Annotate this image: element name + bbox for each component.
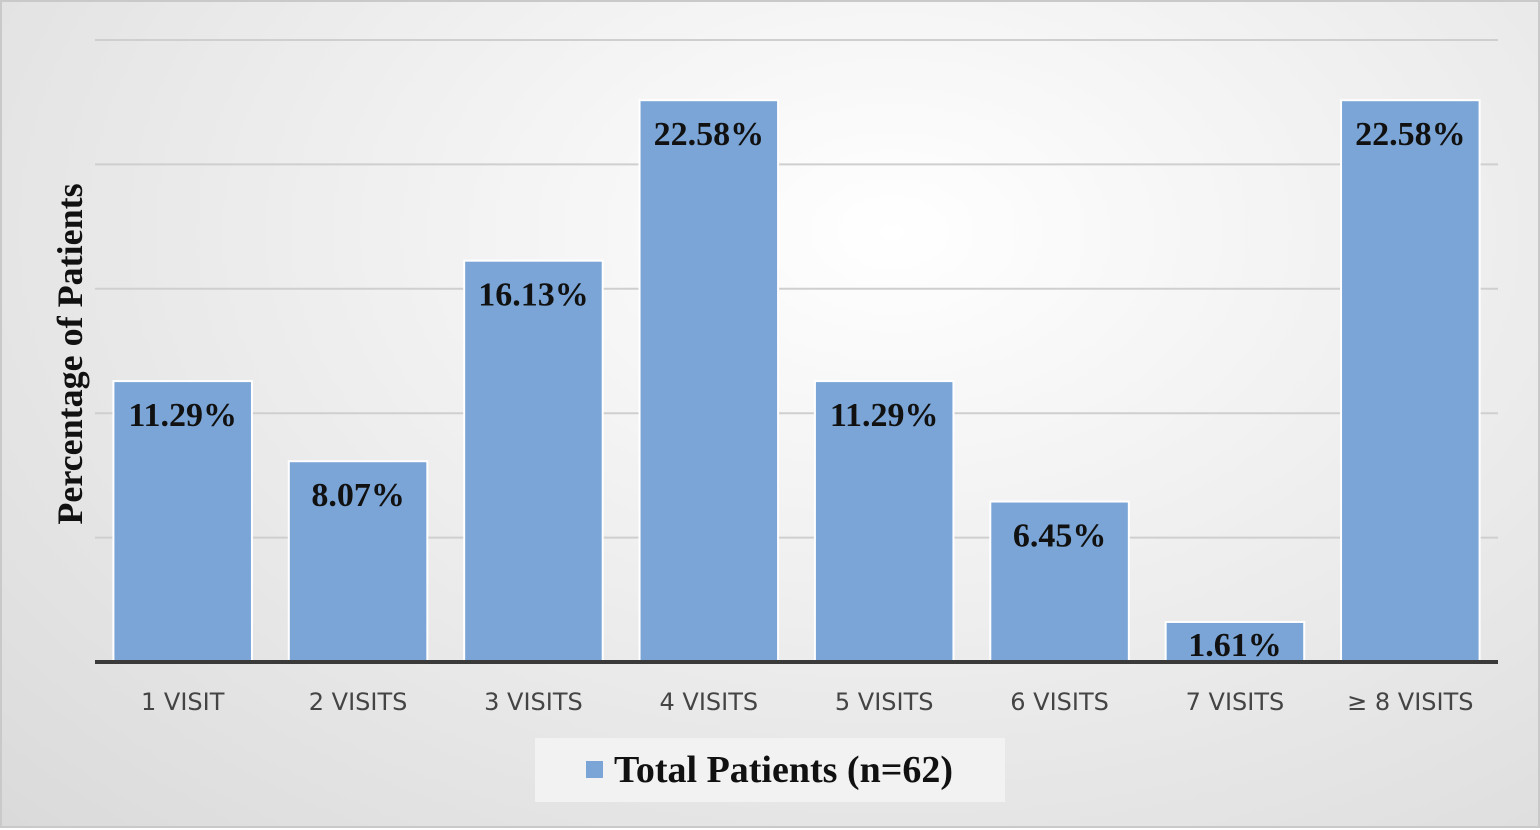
bar-8: [1340, 99, 1481, 664]
bar-3: [463, 259, 604, 663]
data-label-4: 22.58%: [654, 116, 765, 153]
bar-6: [989, 500, 1130, 663]
x-tick-label-4: 4 VISITS: [660, 688, 759, 716]
data-label-7: 1.61%: [1188, 627, 1282, 664]
bars: [112, 99, 1481, 664]
bar-1: [112, 380, 253, 663]
data-labels: 11.29% 8.07% 16.13% 22.58% 11.29% 6.45% 1.61% 2…: [128, 116, 1465, 664]
x-tick-label-6: 6 VISITS: [1010, 688, 1109, 716]
x-tick-label-8: ≥ 8 VISITS: [1347, 688, 1473, 716]
x-tick-label-5: 5 VISITS: [835, 688, 934, 716]
legend-swatch: [586, 761, 603, 778]
bar-7: [1164, 620, 1306, 663]
data-label-8: 22.58%: [1355, 116, 1466, 153]
legend-box: [535, 738, 1005, 802]
data-label-2: 8.07%: [311, 477, 405, 514]
x-tick-label-1: 1 VISIT: [141, 688, 225, 716]
data-label-3: 16.13%: [478, 277, 589, 314]
x-tick-label-2: 2 VISITS: [309, 688, 408, 716]
data-label-5: 11.29%: [830, 397, 939, 434]
bar-5: [813, 380, 955, 663]
data-label-6: 6.45%: [1013, 518, 1107, 555]
legend: Total Patients (n=62): [535, 738, 1005, 802]
bar-4: [638, 99, 780, 664]
legend-label: Total Patients (n=62): [614, 749, 953, 791]
x-tick-labels: 1 VISIT 2 VISITS 3 VISITS 4 VISITS 5 VISITS 6…: [141, 688, 1473, 716]
x-tick-label-3: 3 VISITS: [484, 688, 583, 716]
gridlines: [95, 39, 1498, 539]
x-tick-label-7: 7 VISITS: [1186, 688, 1285, 716]
data-label-1: 11.29%: [128, 397, 237, 434]
y-axis-title: Percentage of Patients: [50, 183, 90, 524]
